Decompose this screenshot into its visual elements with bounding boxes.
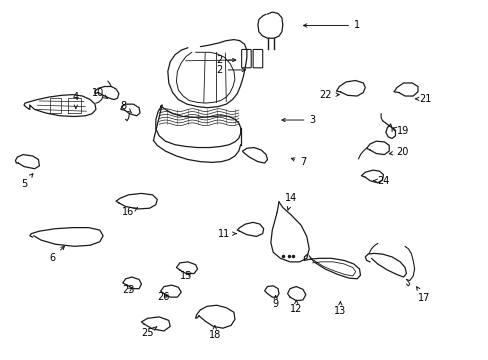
Text: 26: 26 — [157, 292, 169, 302]
Text: 11: 11 — [218, 229, 236, 239]
Text: 3: 3 — [282, 115, 315, 125]
Text: 24: 24 — [373, 176, 389, 186]
Text: 16: 16 — [122, 207, 137, 217]
Text: 14: 14 — [285, 193, 297, 210]
Text: 19: 19 — [392, 126, 408, 136]
Text: 9: 9 — [272, 296, 278, 309]
Text: 17: 17 — [416, 287, 429, 303]
Text: 10: 10 — [92, 87, 107, 99]
Text: 21: 21 — [415, 94, 431, 104]
Text: 2: 2 — [216, 55, 235, 65]
Text: 22: 22 — [319, 90, 339, 100]
Text: 6: 6 — [50, 246, 64, 262]
Text: 15: 15 — [180, 271, 192, 281]
Text: 7: 7 — [291, 157, 305, 167]
Text: 25: 25 — [141, 327, 157, 338]
Text: 8: 8 — [121, 101, 131, 113]
Text: 12: 12 — [289, 300, 302, 314]
Text: 23: 23 — [122, 285, 134, 295]
Text: 1: 1 — [303, 21, 360, 31]
Text: 2: 2 — [216, 65, 245, 75]
Text: 13: 13 — [333, 302, 346, 315]
FancyBboxPatch shape — [241, 49, 251, 68]
Text: 20: 20 — [388, 147, 408, 157]
Text: 5: 5 — [21, 174, 33, 189]
Text: 4: 4 — [73, 92, 79, 108]
Text: 18: 18 — [208, 326, 221, 339]
FancyBboxPatch shape — [253, 49, 262, 68]
